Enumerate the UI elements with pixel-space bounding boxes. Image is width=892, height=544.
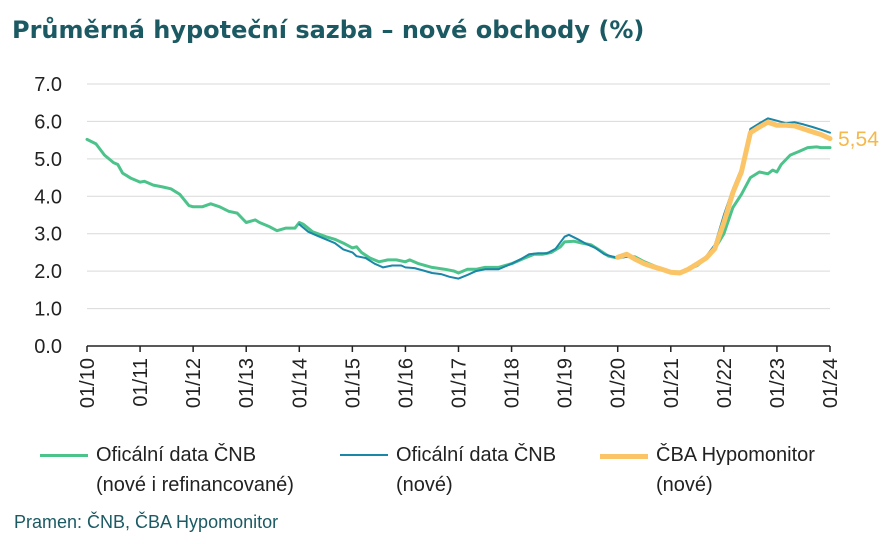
- legend-label-line2: (nové i refinancované): [96, 474, 294, 496]
- y-tick-label: 4.0: [34, 186, 62, 208]
- end-value-label: 5,54: [838, 128, 879, 151]
- x-tick-label: 01/16: [395, 358, 417, 408]
- legend-item-cnb-new: Oficální data ČNB (nové): [340, 440, 556, 500]
- x-tick-label: 01/20: [608, 358, 630, 408]
- y-tick-label: 2.0: [34, 261, 62, 283]
- source-note: Pramen: ČNB, ČBA Hypomonitor: [14, 512, 279, 532]
- legend-label-line1: Oficální data ČNB: [396, 444, 557, 466]
- chart-title: Průměrná hypoteční sazba – nové obchody …: [12, 16, 645, 44]
- y-tick-label: 3.0: [34, 224, 62, 246]
- x-tick-label: 01/11: [130, 358, 152, 407]
- legend-swatch-cnb-new: [340, 454, 388, 456]
- series-line-cba: [615, 119, 833, 276]
- y-tick-label: 5.0: [34, 149, 62, 171]
- x-tick-label: 01/10: [77, 358, 99, 408]
- legend-swatch-cnb-all: [40, 454, 88, 457]
- x-axis: 01/10 01/11 01/12 01/13 01/14 01/15 01/16 01/17…: [77, 345, 842, 408]
- line-chart: 0.0 1.0 2.0 3.0 4.0 5.0 6.0 7.0 01/10 01/11 01/12…: [34, 74, 879, 408]
- x-tick-label: 01/23: [767, 358, 789, 408]
- series-layer: [85, 117, 833, 280]
- y-tick-label: 6.0: [34, 111, 62, 133]
- y-tick-label: 0.0: [34, 336, 62, 358]
- x-tick-label: 01/12: [183, 358, 205, 408]
- legend-label-line2: (nové): [656, 474, 713, 496]
- gridlines: [87, 83, 830, 310]
- x-tick-label: 01/21: [661, 358, 683, 408]
- legend-item-cnb-all: Oficální data ČNB (nové i refinancované): [40, 440, 294, 500]
- x-tick-label: 01/15: [342, 358, 364, 408]
- x-tick-label: 01/18: [502, 358, 524, 408]
- legend-item-cba: ČBA Hypomonitor (nové): [600, 440, 815, 500]
- legend-label-line2: (nové): [396, 474, 453, 496]
- y-axis-ticks: 0.0 1.0 2.0 3.0 4.0 5.0 6.0 7.0: [34, 74, 62, 358]
- y-tick-label: 1.0: [34, 299, 62, 321]
- y-tick-label: 7.0: [34, 74, 62, 96]
- x-tick-label: 01/24: [820, 358, 842, 408]
- legend-swatch-cba: [600, 454, 648, 459]
- x-tick-label: 01/17: [449, 358, 471, 408]
- x-tick-label: 01/14: [289, 358, 311, 408]
- x-tick-label: 01/19: [555, 358, 577, 408]
- legend-label-line1: ČBA Hypomonitor: [656, 444, 815, 466]
- x-tick-label: 01/22: [714, 358, 736, 408]
- legend-label-line1: Oficální data ČNB: [96, 444, 257, 466]
- x-tick-label: 01/13: [236, 358, 258, 408]
- series-line-cnb-all: [85, 137, 832, 275]
